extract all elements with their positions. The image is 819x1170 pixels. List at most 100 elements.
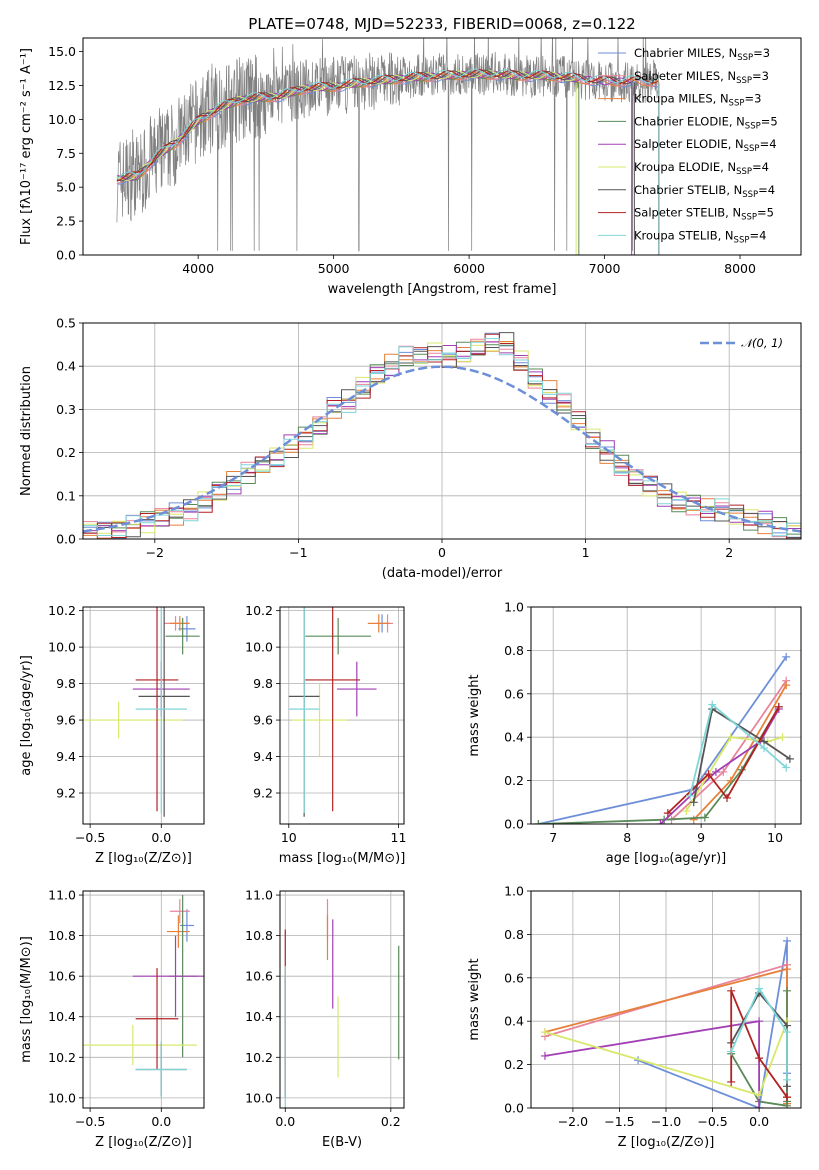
spectrum-x-tick-label: 4000 bbox=[182, 261, 214, 276]
mass_weight_vs_Z-marker-8 bbox=[783, 1093, 792, 1102]
mass_weight_vs_age-marker-6 bbox=[778, 733, 787, 742]
mass_weight_vs_Z-series-8 bbox=[730, 990, 788, 1098]
legend-label-main: Kroupa ELODIE, N bbox=[634, 160, 736, 174]
age_vs_Z-y-tick-label: 10.2 bbox=[48, 603, 76, 618]
mass_weight_vs_age-y-tick-label: 0.8 bbox=[504, 643, 524, 658]
age_vs_mass-y-tick-label: 9.2 bbox=[253, 786, 273, 801]
mass_weight_vs_age-marker-3 bbox=[782, 681, 791, 690]
mass_weight_vs_age-marker-8 bbox=[774, 702, 783, 711]
mass_weight_vs_Z-marker-9 bbox=[755, 984, 764, 993]
spectrum-y-tick-label: 15.0 bbox=[48, 44, 76, 59]
residuals-x-tick-label: −2 bbox=[146, 545, 164, 560]
legend-label-sub: SSP bbox=[734, 235, 750, 245]
mass_weight_vs_age-marker-7 bbox=[689, 798, 698, 807]
mass_weight_vs_Z-marker-8 bbox=[727, 986, 736, 995]
mass_vs_Z-plot-area bbox=[83, 895, 204, 1098]
mass_vs_EBV-plot-area bbox=[284, 899, 400, 1108]
mass_weight_vs_age-marker-5 bbox=[656, 820, 665, 824]
legend-label-8: Salpeter STELIB, NSSP=5 bbox=[634, 206, 774, 223]
legend-label-tail: =3 bbox=[753, 46, 770, 60]
legend-label-main: Kroupa MILES, N bbox=[634, 92, 729, 106]
legend-label-tail: =4 bbox=[760, 137, 777, 151]
mass_weight_vs_Z-marker-5 bbox=[755, 1104, 764, 1108]
mass_vs_EBV-y-tick-label: 10.2 bbox=[245, 1050, 273, 1065]
mass_weight_vs_age-x-tick-label: 9 bbox=[697, 830, 705, 845]
legend-label-tail: =4 bbox=[749, 228, 766, 242]
residuals-x-tick-label: −1 bbox=[289, 545, 307, 560]
mass_weight_vs_age-marker-9 bbox=[760, 744, 769, 753]
mass_weight_vs_Z-x-tick-label: 0.0 bbox=[749, 1114, 769, 1129]
residuals-xlabel: (data-model)/error bbox=[382, 566, 503, 581]
mass_weight_vs_Z-ylabel: mass weight bbox=[467, 958, 482, 1040]
age_vs_Z-y-tick-label: 10.0 bbox=[48, 640, 76, 655]
residuals-y-tick-label: 0.3 bbox=[56, 402, 76, 417]
spectrum-y-tick-label: 7.5 bbox=[56, 146, 76, 161]
mass_weight_vs_age-marker-2 bbox=[719, 767, 728, 776]
legend-label-sub: SSP bbox=[741, 213, 757, 223]
spectrum-x-tick-label: 5000 bbox=[318, 261, 350, 276]
mass_weight_vs_age-x-tick-label: 8 bbox=[623, 830, 631, 845]
age_vs_Z-y-tick-label: 9.8 bbox=[56, 676, 76, 691]
mass_weight_vs_age-marker-9 bbox=[686, 791, 695, 800]
mass_weight_vs_age-marker-8 bbox=[663, 809, 672, 818]
legend-label-4: Chabrier ELODIE, NSSP=5 bbox=[634, 114, 778, 131]
mass_weight_vs_age-y-tick-label: 0.4 bbox=[504, 730, 524, 745]
mass_weight_vs_Z-marker-3 bbox=[783, 965, 792, 974]
residuals-y-tick-label: 0.4 bbox=[56, 359, 76, 374]
mass_weight_vs_age-marker-9 bbox=[782, 763, 791, 772]
data-layer bbox=[83, 38, 801, 1108]
mass_weight_vs_age-y-tick-label: 0.2 bbox=[504, 773, 524, 788]
mass_vs_Z-x-tick-label: −0.5 bbox=[75, 1114, 105, 1129]
legend-label-main: Chabrier MILES, N bbox=[634, 46, 737, 60]
legend-label-sub: SSP bbox=[736, 167, 752, 177]
mass_vs_Z-y-tick-label: 10.4 bbox=[48, 1009, 76, 1024]
legend-label-tail: =5 bbox=[757, 206, 774, 220]
mass_weight_vs_age-y-tick-label: 1.0 bbox=[504, 600, 524, 615]
grid-layer bbox=[83, 322, 801, 1109]
mass_weight_vs_Z-marker-6 bbox=[540, 1028, 549, 1037]
legend-label-5: Salpeter ELODIE, NSSP=4 bbox=[634, 137, 777, 154]
age_vs_mass-y-tick-label: 9.6 bbox=[253, 713, 273, 728]
mass_weight_vs_Z-x-tick-label: −2.0 bbox=[558, 1114, 588, 1129]
mass_weight_vs_age-plot-area bbox=[534, 652, 794, 824]
age_vs_mass-x-tick-label: 10 bbox=[281, 830, 297, 845]
mass_vs_EBV-x-tick-label: 0.2 bbox=[381, 1114, 401, 1129]
mass_vs_Z-ylabel: mass [log₁₀(M/M⊙)] bbox=[19, 936, 34, 1063]
model-spectrum-line-3 bbox=[116, 71, 659, 182]
mass_weight_vs_Z-y-tick-label: 0.4 bbox=[504, 1014, 524, 1029]
age_vs_mass-y-tick-label: 9.4 bbox=[253, 749, 273, 764]
mass_vs_EBV-y-tick-label: 10.6 bbox=[245, 969, 273, 984]
mass_weight_vs_Z-y-tick-label: 0.2 bbox=[504, 1057, 524, 1072]
mass_weight_vs_Z-marker-5 bbox=[755, 1017, 764, 1026]
spectrum-x-tick-label: 6000 bbox=[453, 261, 485, 276]
legend-label-sub: SSP bbox=[737, 53, 753, 63]
mass_weight_vs_Z-marker-8 bbox=[755, 1054, 764, 1063]
mass_weight_vs_Z-marker-5 bbox=[540, 1051, 549, 1060]
mass_weight_vs_age-series-2 bbox=[670, 680, 787, 821]
mass_vs_EBV-frame bbox=[279, 890, 405, 1109]
legend-label-sub: SSP bbox=[744, 144, 760, 154]
age_vs_mass-x-tick-label: 11 bbox=[391, 830, 407, 845]
legend-label-main: Kroupa STELIB, N bbox=[634, 228, 734, 242]
age_vs_Z-x-tick-label: 0.0 bbox=[151, 830, 171, 845]
spectrum-plot-area bbox=[116, 38, 660, 255]
mass_weight_vs_age-x-tick-label: 10 bbox=[767, 830, 783, 845]
residuals-y-tick-label: 0.5 bbox=[56, 316, 76, 331]
model-spectrum-line-7 bbox=[116, 69, 635, 182]
mass_weight_vs_age-marker-5 bbox=[711, 767, 720, 776]
age_vs_Z-frame bbox=[82, 606, 205, 825]
legend-label-9: Kroupa STELIB, NSSP=4 bbox=[634, 228, 766, 245]
mass_weight_vs_Z-plot-area bbox=[540, 936, 792, 1108]
mass_weight_vs_Z-marker-9 bbox=[783, 1075, 792, 1084]
mass_weight_vs_age-y-tick-label: 0.0 bbox=[504, 817, 524, 832]
mass_weight_vs_Z-x-tick-label: −1.5 bbox=[604, 1114, 634, 1129]
legend-label-tail: =5 bbox=[761, 114, 778, 128]
legend-label-main: Chabrier ELODIE, N bbox=[634, 114, 745, 128]
residuals-y-tick-label: 0.0 bbox=[56, 532, 76, 547]
mass_vs_Z-y-tick-label: 10.8 bbox=[48, 928, 76, 943]
mass_weight_vs_Z-y-tick-label: 0.6 bbox=[504, 970, 524, 985]
legend-label-tail: =3 bbox=[744, 92, 761, 106]
mass_weight_vs_age-series-5 bbox=[659, 708, 780, 824]
mass_weight_vs_age-series-4 bbox=[538, 706, 780, 824]
